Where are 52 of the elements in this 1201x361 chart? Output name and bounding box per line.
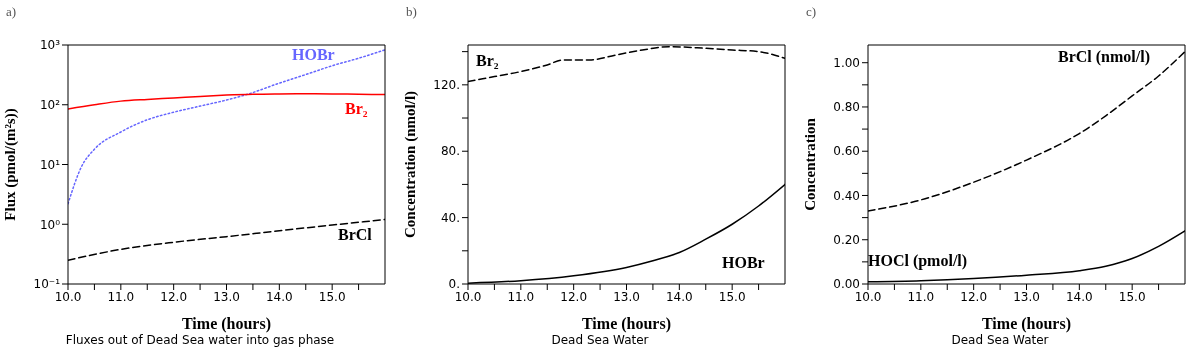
x-axis-title: Time (hours) [981,315,1072,333]
y-axis-title: Flux (pmol/(m²s)) [2,108,20,221]
y-axis-title: Concentration (nmol/l) [402,90,420,239]
series-label: Br₂ [476,52,499,70]
x-tick-label: 10.0 [854,289,882,304]
x-tick-label: 15.0 [1118,289,1146,304]
y-tick-label: 80. [440,144,460,159]
x-tick-label: 15.0 [318,289,346,304]
x-tick-label: 11.0 [907,289,935,304]
x-axis-title: Time (hours) [581,315,672,333]
y-tick-label: 0.20 [833,233,860,247]
x-tick-label: 12.0 [160,289,188,304]
x-tick-label: 10.0 [54,289,82,304]
x-axis-title: Time (hours) [181,315,272,333]
x-tick-label: 11.0 [507,289,535,304]
series-label: BrCl (nmol/l) [1058,48,1150,66]
series-label: HOBr [722,254,765,272]
y-tick-label: 10⁻¹ [33,277,61,292]
x-tick-label: 13.0 [1013,289,1040,304]
y-tick-label: 0. [448,277,460,292]
series-label: BrCl [338,226,372,244]
chart-title: c) [806,4,817,20]
x-tick-label: 13.0 [213,289,240,304]
y-tick-label: 10¹ [39,157,61,172]
series-label: HOBr [292,46,335,64]
x-tick-label: 14.0 [265,289,293,304]
x-tick-label: 15.0 [718,289,746,304]
series-label: Br₂ [345,100,368,118]
y-tick-label: 0.60 [833,144,860,159]
x-tick-label: 14.0 [1065,289,1093,304]
x-tick-label: 14.0 [665,289,693,304]
y-tick-label: 40. [440,210,460,225]
y-axis-title: Concentration [802,117,819,211]
y-tick-label: 10² [39,98,61,113]
x-tick-label: 12.0 [960,289,988,304]
text: Dead Sea Water [550,333,650,347]
x-tick-label: 10.0 [454,289,482,304]
text: Dead Sea Water [950,333,1050,347]
y-tick-label: 0.40 [833,188,860,203]
chart-title: b) [406,4,417,20]
x-tick-label: 12.0 [560,289,588,304]
series-label: HOCl (pmol/l) [868,252,968,270]
y-tick-label: 0.00 [833,277,860,292]
y-tick-label: 0.80 [833,100,860,115]
y-tick-label: 120. [433,78,460,93]
y-tick-label: 1.00 [833,55,860,70]
chart-title: a) [6,4,17,20]
y-tick-label: 10³ [39,38,61,53]
y-tick-label: 10⁰ [39,217,61,232]
x-tick-label: 13.0 [613,289,640,304]
text: Fluxes out of Dead Sea water into gas phase [64,333,336,347]
x-tick-label: 11.0 [107,289,135,304]
